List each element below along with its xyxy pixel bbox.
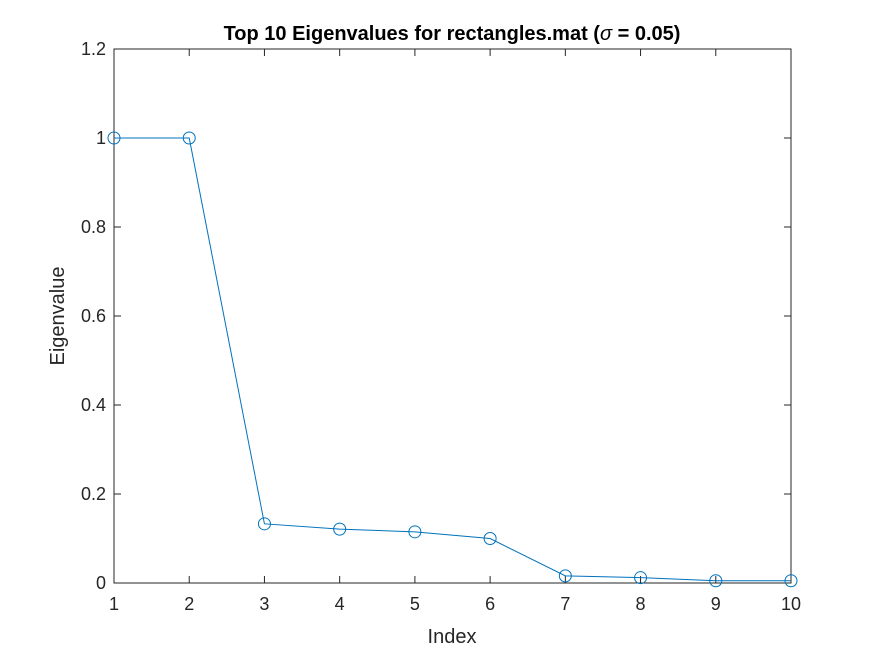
y-axis-label: Eigenvalue bbox=[47, 267, 69, 366]
chart-title-suffix: = 0.05) bbox=[612, 23, 680, 45]
axes-box bbox=[113, 48, 792, 584]
data-point-marker bbox=[182, 131, 196, 145]
y-tick-label: 1.2 bbox=[81, 39, 106, 59]
x-tick-label: 1 bbox=[109, 594, 119, 614]
chart-title-prefix: Top 10 Eigenvalues for rectangles.mat ( bbox=[224, 23, 601, 45]
data-point-marker bbox=[333, 522, 347, 536]
data-point-marker bbox=[558, 569, 572, 583]
data-point-marker bbox=[634, 571, 648, 585]
x-tick-label: 2 bbox=[184, 594, 194, 614]
y-ticks: 0 0.2 0.4 0.6 0.8 1 1.2 bbox=[81, 39, 791, 593]
data-point-marker bbox=[709, 574, 723, 588]
x-tick-label: 8 bbox=[636, 594, 646, 614]
x-tick-label: 3 bbox=[259, 594, 269, 614]
y-tick-label: 0.8 bbox=[81, 217, 106, 237]
x-tick-label: 10 bbox=[781, 594, 801, 614]
plot-area: 1 2 3 4 5 6 7 8 9 10 0 0.2 0.4 0.6 0.8 1 1.2 bbox=[81, 39, 801, 614]
data-point-marker bbox=[784, 574, 798, 588]
y-tick-label: 1 bbox=[96, 128, 106, 148]
data-point-marker bbox=[408, 525, 422, 539]
y-tick-label: 0.2 bbox=[81, 484, 106, 504]
x-tick-label: 6 bbox=[485, 594, 495, 614]
data-point-marker bbox=[483, 532, 497, 545]
x-tick-label: 4 bbox=[335, 594, 345, 614]
chart-title-sigma: σ bbox=[600, 23, 613, 45]
y-tick-label: 0.4 bbox=[81, 395, 106, 415]
y-tick-label: 0 bbox=[96, 573, 106, 593]
x-ticks: 1 2 3 4 5 6 7 8 9 10 bbox=[109, 49, 801, 614]
y-tick-label: 0.6 bbox=[81, 306, 106, 326]
data-point-marker bbox=[257, 517, 271, 531]
chart-title: Top 10 Eigenvalues for rectangles.mat (σ… bbox=[224, 23, 681, 45]
x-axis-label: Index bbox=[428, 626, 477, 648]
series-line bbox=[114, 137, 791, 582]
series-layer bbox=[107, 131, 798, 588]
x-tick-label: 7 bbox=[560, 594, 570, 614]
data-point-marker bbox=[107, 131, 121, 145]
x-tick-label: 9 bbox=[711, 594, 721, 614]
x-tick-label: 5 bbox=[410, 594, 420, 614]
